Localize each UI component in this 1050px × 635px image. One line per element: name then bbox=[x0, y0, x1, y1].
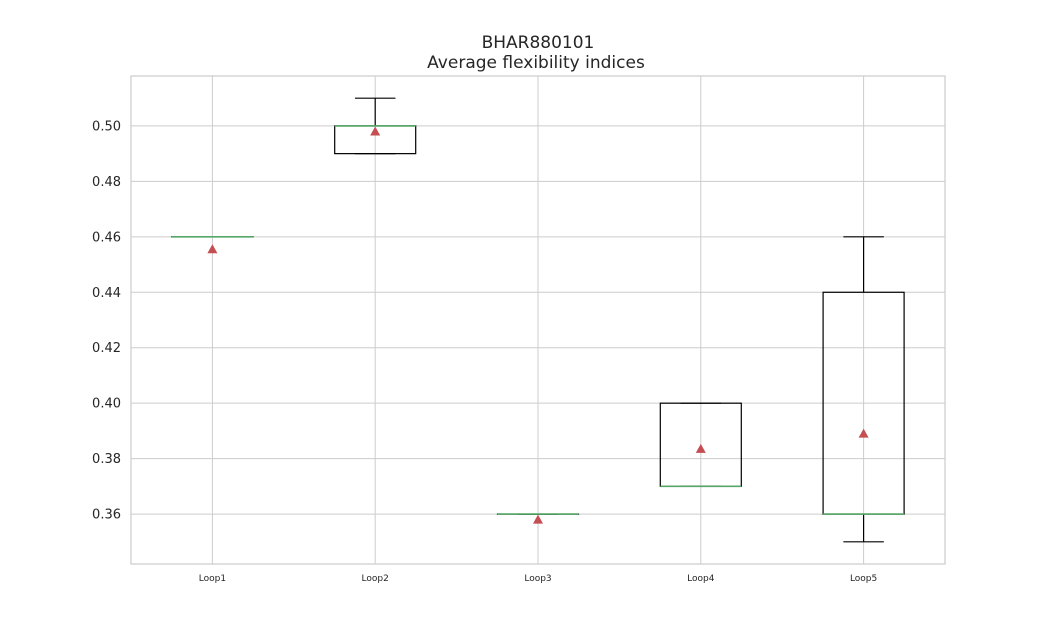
x-tick-label: Loop4 bbox=[687, 574, 715, 584]
chart-title: BHAR880101 bbox=[482, 33, 595, 53]
y-tick-label: 0.46 bbox=[92, 230, 121, 245]
y-axis-ticks: 0.36 0.38 0.40 0.42 0.44 0.46 0.48 0.50 bbox=[92, 119, 121, 522]
box-loop5 bbox=[822, 236, 905, 543]
x-tick-label: Loop5 bbox=[850, 574, 877, 584]
y-tick-label: 0.42 bbox=[92, 341, 121, 356]
box-loop3 bbox=[496, 513, 580, 524]
mean-marker bbox=[207, 244, 218, 254]
mean-marker bbox=[370, 126, 381, 136]
plot-frame bbox=[130, 75, 946, 565]
y-tick-label: 0.48 bbox=[92, 175, 121, 190]
grid-lines bbox=[131, 76, 945, 564]
y-tick-label: 0.44 bbox=[92, 286, 121, 301]
y-tick-label: 0.50 bbox=[92, 119, 121, 134]
x-tick-label: Loop2 bbox=[362, 574, 389, 584]
box-loop1 bbox=[171, 236, 254, 254]
mean-marker bbox=[695, 443, 706, 453]
mean-marker bbox=[858, 428, 869, 438]
x-tick-label: Loop1 bbox=[199, 574, 226, 584]
box-loop4 bbox=[659, 402, 742, 488]
box-loop2 bbox=[334, 97, 417, 155]
y-tick-label: 0.36 bbox=[92, 508, 121, 523]
x-axis-ticks: Loop1 Loop2 Loop3 Loop4 Loop5 bbox=[199, 574, 878, 584]
chart-subtitle: Average flexibility indices bbox=[427, 53, 645, 73]
x-tick-label: Loop3 bbox=[524, 574, 551, 584]
y-tick-label: 0.38 bbox=[92, 452, 121, 467]
mean-marker bbox=[533, 514, 543, 524]
boxes bbox=[171, 97, 905, 543]
y-tick-label: 0.40 bbox=[92, 397, 121, 412]
